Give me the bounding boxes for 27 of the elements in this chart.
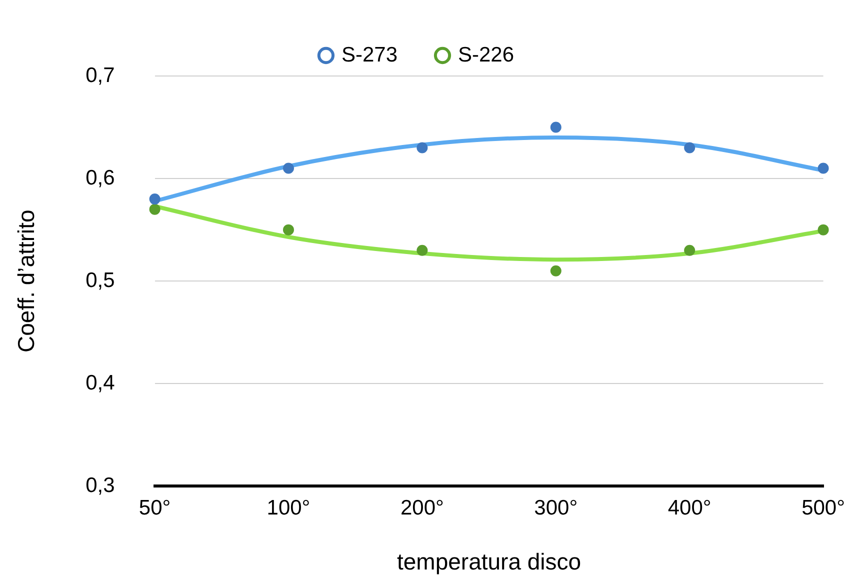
point: [149, 194, 160, 205]
point: [818, 162, 829, 174]
x-tick-label: 300°: [534, 496, 578, 520]
point: [684, 244, 696, 256]
x-tick-label: 200°: [400, 496, 444, 520]
y-tick-label: 0,4: [86, 371, 116, 394]
point: [684, 142, 696, 154]
legend-label: S-273: [341, 43, 398, 66]
y-tick-label: 0,6: [86, 166, 115, 190]
x-tick-label: 400°: [668, 496, 712, 520]
point: [282, 224, 294, 236]
point: [416, 142, 428, 154]
x-axis-title: temperatura disco: [396, 548, 582, 575]
point: [416, 244, 428, 256]
point: [149, 204, 160, 215]
y-tick-label: 0,5: [86, 268, 115, 292]
point: [550, 122, 562, 133]
x-tick-label: 100°: [266, 496, 310, 520]
x-tick-label: 50°: [138, 496, 171, 520]
legend-label: S-226: [458, 43, 514, 66]
point: [550, 265, 562, 276]
y-axis-title: Coeff. d’attrito: [13, 210, 40, 352]
y-tick-label: 0,3: [86, 474, 115, 497]
x-tick-label: 500°: [802, 496, 845, 520]
y-tick-label: 0,7: [86, 64, 115, 87]
point: [818, 224, 829, 236]
point: [282, 162, 294, 174]
